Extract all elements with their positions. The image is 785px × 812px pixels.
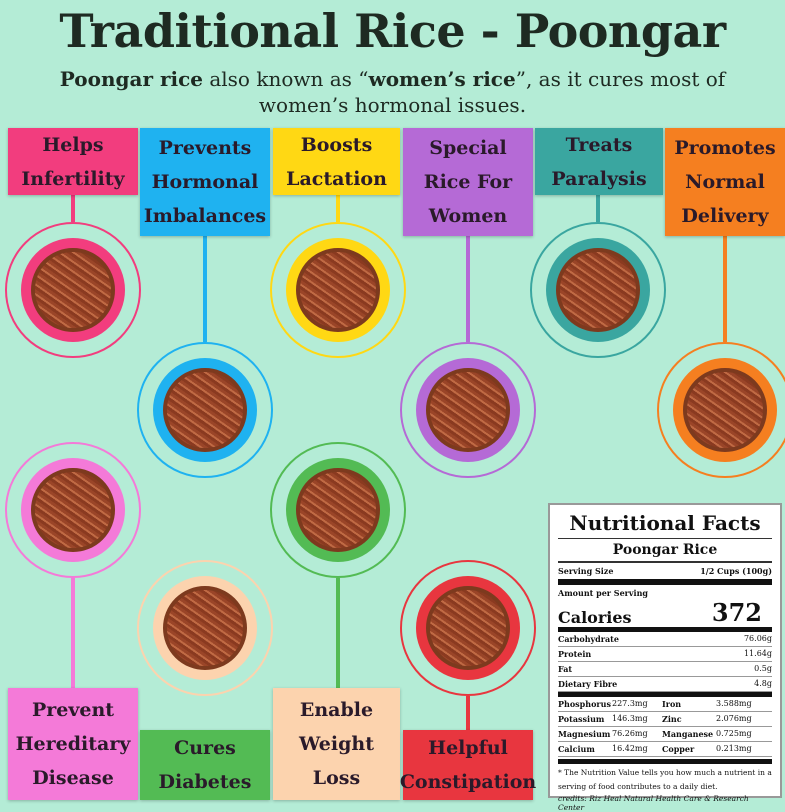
macro-name: Protein [558,649,592,659]
mineral-value: 146.3mg [612,712,662,727]
macro-row: Protein 11.64g [558,647,772,662]
subtitle-text-2: ”, as it cures most of women’s hormonal … [258,67,726,117]
nutrition-note: * The Nutrition Value tells you how much… [558,768,772,791]
macro-row: Dietary Fibre 4.8g [558,677,772,692]
benefit-label-box: Special Rice For Women [403,128,533,236]
rice-bowl-icon [426,368,510,452]
rice-bowl-icon [31,468,115,552]
nutrition-product: Poongar Rice [558,539,772,563]
macro-value: 76.06g [743,634,772,643]
connector-line [466,696,470,730]
rice-bowl-circle [270,442,406,578]
macro-value: 11.64g [743,649,772,658]
subtitle: Poongar rice also known as “women’s rice… [30,66,755,118]
minerals-grid: Phosphorus 227.3mg Iron 3.588mg Potassium 146… [558,697,772,757]
macro-name: Fat [558,664,573,674]
mineral-value: 76.26mg [612,727,662,742]
mineral-name: Calcium [558,742,612,757]
mineral-name: Potassium [558,712,612,727]
benefit-label-box: Enable Weight Loss [273,688,400,800]
benefit-label-box: Promotes Normal Delivery [665,128,785,236]
connector-line [71,195,75,222]
benefit-label-box: Boosts Lactation [273,128,400,195]
serving-size-value: 1/2 Cups (100g) [700,566,772,576]
macro-row: Fat 0.5g [558,662,772,677]
mineral-name: Manganese [662,727,716,742]
mineral-value: 0.725mg [716,727,772,742]
mineral-name: Magnesium [558,727,612,742]
nutrition-facts-panel: Nutritional Facts Poongar Rice Serving S… [548,503,782,812]
subtitle-bold-2: women’s rice [368,67,516,91]
connector-line [336,578,340,730]
rice-bowl-icon [556,248,640,332]
macro-name: Dietary Fibre [558,679,618,689]
rice-bowl-circle [400,342,536,478]
calories-value: 372 [711,598,762,627]
rice-bowl-circle [400,560,536,696]
benefit-label-box: Cures Diabetes [140,730,270,800]
benefit-label-box: Prevents Hormonal Imbalances [140,128,270,236]
serving-size-label: Serving Size [558,566,614,576]
macro-value: 4.8g [754,679,772,688]
subtitle-text-1: also known as “ [202,67,369,91]
mineral-value: 2.076mg [716,712,772,727]
mineral-name: Zinc [662,712,716,727]
macros-list: Carbohydrate 76.06g Protein 11.64g Fat 0.5g Di… [558,632,772,692]
connector-line [203,236,207,342]
nutrition-heading: Nutritional Facts [558,508,772,539]
page-title: Traditional Rice - Poongar [59,4,726,58]
rice-bowl-icon [296,468,380,552]
mineral-name: Copper [662,742,716,757]
rice-bowl-icon [426,586,510,670]
rice-bowl-circle [5,442,141,578]
mineral-name: Iron [662,697,716,712]
rice-bowl-circle [270,222,406,358]
macro-row: Carbohydrate 76.06g [558,632,772,647]
mineral-name: Phosphorus [558,697,612,712]
rice-bowl-circle [137,342,273,478]
amount-per-serving: Amount per Serving [558,588,648,598]
rice-bowl-circle [530,222,666,358]
connector-line [336,195,340,222]
benefit-label-box: Helps Infertility [8,128,138,195]
mineral-value: 0.213mg [716,742,772,757]
rice-bowl-icon [163,586,247,670]
macro-value: 0.5g [754,664,772,673]
rice-bowl-icon [683,368,767,452]
subtitle-bold-1: Poongar rice [59,67,203,91]
rice-bowl-icon [163,368,247,452]
connector-line [596,195,600,222]
credits: credits: Riz Heal Natural Health Care & … [558,794,749,812]
rice-bowl-circle [137,560,273,696]
mineral-value: 16.42mg [612,742,662,757]
connector-line [71,578,75,688]
mineral-value: 3.588mg [716,697,772,712]
connector-line [466,236,470,342]
calories-label: Calories [558,608,632,627]
mineral-value: 227.3mg [612,697,662,712]
benefit-label-box: Treats Paralysis [535,128,663,195]
rice-bowl-icon [31,248,115,332]
benefit-label-box: Prevent Hereditary Disease [8,688,138,800]
connector-line [723,236,727,342]
macro-name: Carbohydrate [558,634,619,644]
rice-bowl-circle [657,342,785,478]
rice-bowl-circle [5,222,141,358]
benefit-label-box: Helpful Constipation [400,730,536,800]
rice-bowl-icon [296,248,380,332]
